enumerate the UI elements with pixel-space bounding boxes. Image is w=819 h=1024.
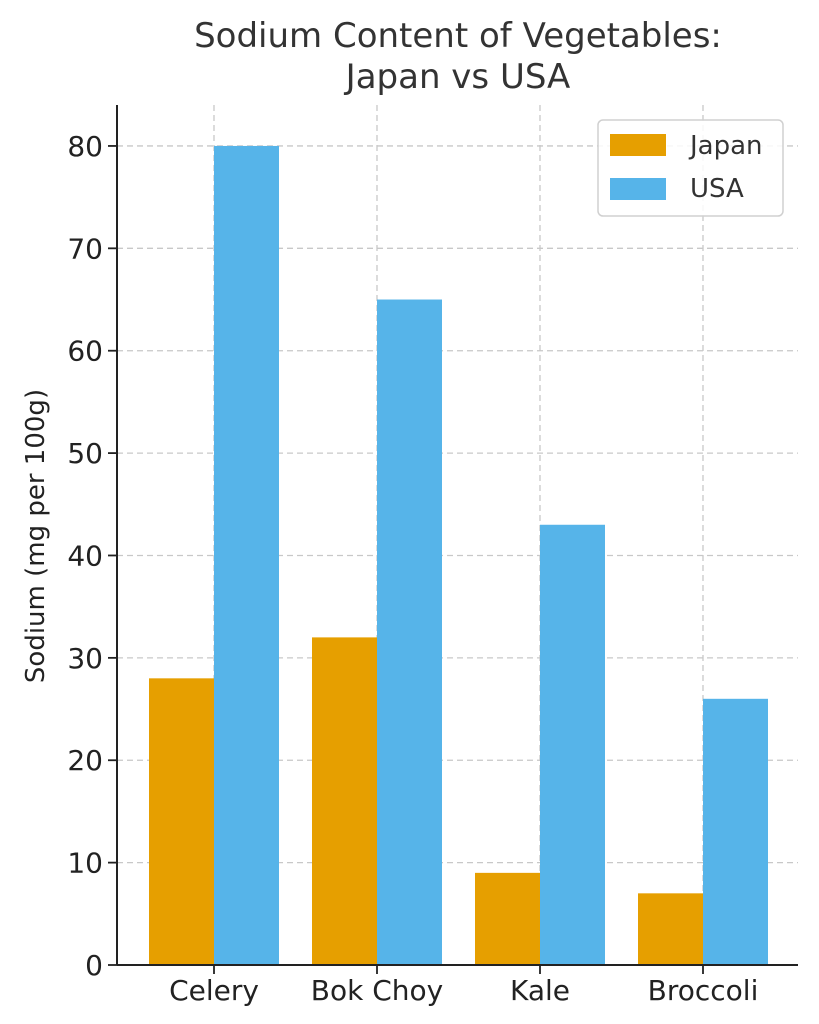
bar-usa-broccoli — [703, 698, 768, 965]
y-tick-label: 70 — [67, 232, 103, 265]
y-axis-label: Sodium (mg per 100g) — [21, 389, 51, 683]
y-tick-label: 30 — [67, 642, 103, 675]
bar-japan-kale — [475, 872, 540, 965]
bar-usa-celery — [214, 145, 279, 965]
ticks-layer: 0 10 20 30 40 50 60 70 80 Celery Bok Choy Kale Brocc… — [67, 130, 758, 1007]
y-tick-label: 0 — [85, 949, 103, 982]
x-tick-label: Broccoli — [648, 974, 759, 1007]
bar-usa-kale — [540, 524, 605, 965]
y-tick-label: 10 — [67, 847, 103, 880]
legend: Japan USA — [597, 119, 784, 217]
legend-label-japan: Japan — [688, 131, 763, 161]
legend-swatch-japan — [610, 134, 666, 156]
chart-title-line-1: Sodium Content of Vegetables: — [194, 16, 722, 56]
y-tick-label: 60 — [67, 335, 103, 368]
x-tick-label: Bok Choy — [311, 974, 443, 1007]
x-tick-label: Kale — [510, 974, 570, 1007]
bars-layer — [149, 145, 768, 965]
chart-title-line-2: Japan vs USA — [344, 57, 571, 97]
y-tick-label: 20 — [67, 744, 103, 777]
x-tick-label: Celery — [169, 974, 259, 1007]
bar-japan-bok-choy — [312, 637, 377, 965]
bar-japan-broccoli — [638, 893, 703, 965]
bar-usa-bok-choy — [377, 299, 442, 965]
y-tick-label: 80 — [67, 130, 103, 163]
legend-swatch-usa — [610, 178, 666, 200]
y-tick-label: 50 — [67, 437, 103, 470]
y-tick-label: 40 — [67, 539, 103, 572]
bar-japan-celery — [149, 678, 214, 965]
legend-label-usa: USA — [690, 174, 744, 204]
